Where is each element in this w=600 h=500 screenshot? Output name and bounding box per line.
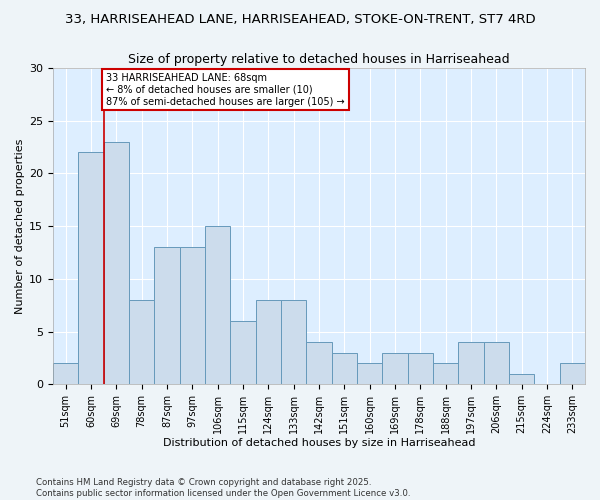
Bar: [382, 352, 407, 384]
Bar: [104, 142, 129, 384]
Text: Contains HM Land Registry data © Crown copyright and database right 2025.
Contai: Contains HM Land Registry data © Crown c…: [36, 478, 410, 498]
Title: Size of property relative to detached houses in Harriseahead: Size of property relative to detached ho…: [128, 52, 510, 66]
Bar: [509, 374, 535, 384]
Bar: [407, 352, 433, 384]
Bar: [357, 363, 382, 384]
Bar: [53, 363, 79, 384]
Bar: [179, 247, 205, 384]
Bar: [560, 363, 585, 384]
Bar: [332, 352, 357, 384]
Bar: [230, 321, 256, 384]
Y-axis label: Number of detached properties: Number of detached properties: [15, 138, 25, 314]
Bar: [484, 342, 509, 384]
Text: 33 HARRISEAHEAD LANE: 68sqm
← 8% of detached houses are smaller (10)
87% of semi: 33 HARRISEAHEAD LANE: 68sqm ← 8% of deta…: [106, 74, 345, 106]
Text: 33, HARRISEAHEAD LANE, HARRISEAHEAD, STOKE-ON-TRENT, ST7 4RD: 33, HARRISEAHEAD LANE, HARRISEAHEAD, STO…: [65, 12, 535, 26]
Bar: [281, 300, 307, 384]
Bar: [129, 300, 154, 384]
Bar: [256, 300, 281, 384]
X-axis label: Distribution of detached houses by size in Harriseahead: Distribution of detached houses by size …: [163, 438, 475, 448]
Bar: [154, 247, 179, 384]
Bar: [205, 226, 230, 384]
Bar: [458, 342, 484, 384]
Bar: [433, 363, 458, 384]
Bar: [79, 152, 104, 384]
Bar: [307, 342, 332, 384]
